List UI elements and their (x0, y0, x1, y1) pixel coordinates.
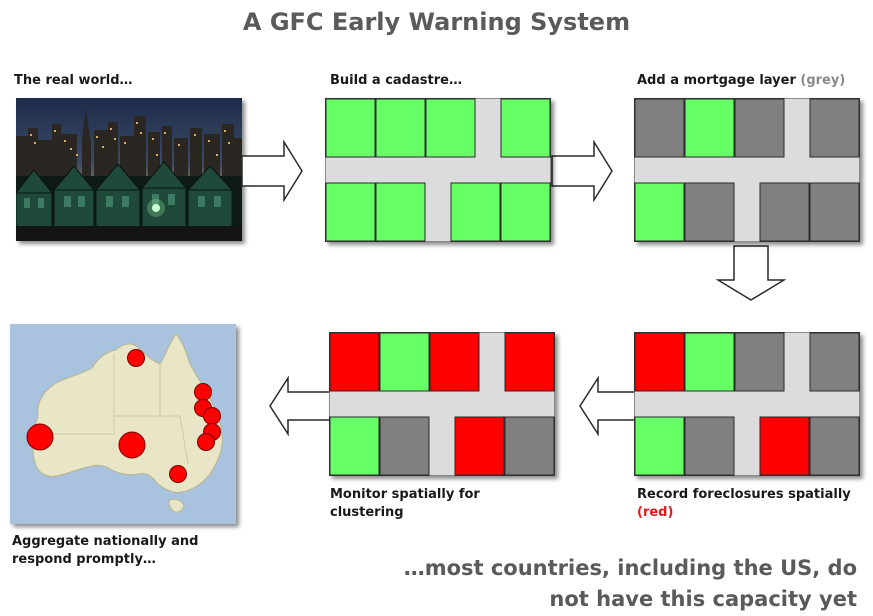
label-aggregate: Aggregate nationally and respond promptl… (12, 533, 198, 569)
parcel-green (329, 416, 380, 476)
parcel-grey (504, 416, 555, 476)
parcel-grey (759, 182, 810, 242)
foreclosure-cluster-marker (197, 433, 215, 451)
label-foreclosures-text: Record foreclosures spatially (637, 487, 851, 502)
parcel-red (429, 332, 480, 392)
australia-map (10, 324, 236, 524)
parcel-green (634, 182, 685, 242)
label-foreclosures-note: (red) (637, 505, 674, 520)
label-monitor-line1: Monitor spatially for (330, 487, 480, 502)
parcel-grey (684, 182, 735, 242)
parcel-green (634, 416, 685, 476)
parcel-red (454, 416, 505, 476)
arrow-left-icon (269, 376, 331, 436)
label-monitor: Monitor spatially for clustering (330, 486, 480, 522)
monitor-grid (329, 332, 555, 476)
parcel-green (450, 182, 501, 242)
parcel-grey (809, 182, 860, 242)
label-mortgage-text: Add a mortgage layer (637, 73, 796, 88)
label-mortgage-note: (grey) (800, 73, 846, 88)
parcel-grey (684, 416, 735, 476)
label-aggregate-line2: respond promptly… (12, 552, 156, 567)
arrow-right-icon (241, 140, 303, 202)
label-mortgage: Add a mortgage layer (grey) (637, 72, 845, 90)
parcel-green (500, 182, 551, 242)
foreclosure-cluster-marker (194, 383, 212, 401)
real-world-photo (16, 98, 242, 241)
page-title: A GFC Early Warning System (242, 8, 631, 36)
parcel-green (325, 98, 376, 158)
parcel-grey (809, 98, 860, 158)
cadastre-grid (325, 98, 551, 242)
foreclosure-cluster-marker (118, 431, 146, 459)
footer-line1: …most countries, including the US, do (403, 556, 857, 580)
parcel-green (379, 332, 430, 392)
label-cadastre: Build a cadastre… (330, 73, 462, 88)
foreclosure-cluster-marker (26, 423, 54, 451)
arrow-right-icon (551, 140, 613, 202)
parcel-green (500, 98, 551, 158)
parcel-green (375, 98, 426, 158)
parcel-red (634, 332, 685, 392)
parcel-grey (809, 416, 860, 476)
foreclosure-cluster-marker (169, 465, 187, 483)
arrow-left-icon (579, 376, 637, 436)
parcel-grey (734, 332, 785, 392)
label-monitor-line2: clustering (330, 505, 404, 520)
foreclosure-cluster-marker (203, 407, 221, 425)
arrow-down-icon (716, 245, 786, 301)
parcel-red (504, 332, 555, 392)
parcel-green (325, 182, 376, 242)
parcel-green (425, 98, 476, 158)
parcel-grey (809, 332, 860, 392)
parcel-grey (734, 98, 785, 158)
foreclosures-grid (634, 332, 860, 476)
parcel-red (329, 332, 380, 392)
label-aggregate-line1: Aggregate nationally and (12, 534, 199, 549)
mortgage-grid (634, 98, 860, 242)
foreclosure-cluster-marker (127, 349, 145, 367)
parcel-grey (379, 416, 430, 476)
label-real-world: The real world… (14, 73, 133, 88)
parcel-green (684, 98, 735, 158)
footer-statement: …most countries, including the US, do no… (404, 553, 857, 615)
label-foreclosures: Record foreclosures spatially (red) (637, 486, 851, 522)
parcel-green (375, 182, 426, 242)
parcel-red (759, 416, 810, 476)
parcel-grey (634, 98, 685, 158)
footer-line2: not have this capacity yet (549, 587, 857, 611)
parcel-green (684, 332, 735, 392)
